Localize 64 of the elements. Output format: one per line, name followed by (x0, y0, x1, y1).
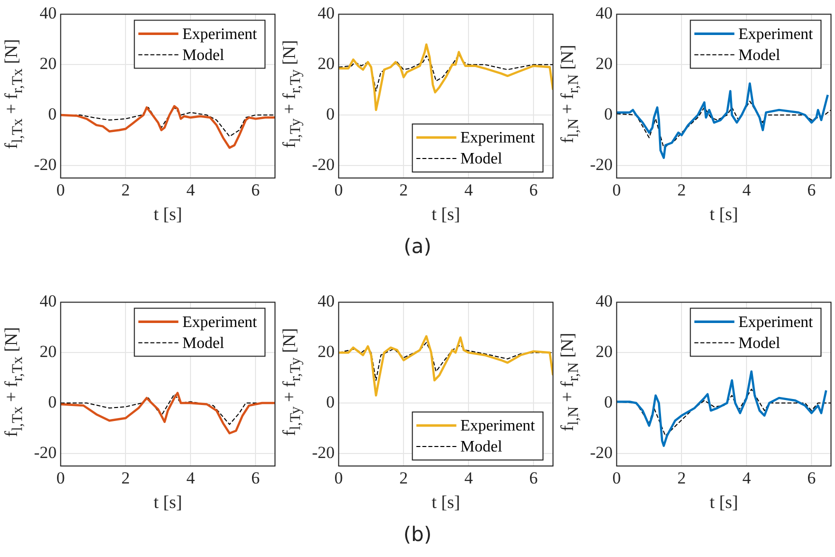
legend-label: Experiment (738, 26, 814, 43)
line-series (616, 100, 831, 148)
y-tick-label: 0 (48, 104, 57, 124)
y-tick-label: 40 (318, 4, 335, 23)
y-tick-label: 0 (326, 392, 335, 412)
x-tick-label: 6 (529, 180, 538, 200)
x-tick-label: 4 (742, 180, 752, 200)
x-tick-label: 2 (121, 180, 130, 200)
x-axis-title: t [s] (710, 492, 738, 512)
y-tick-label: 0 (604, 104, 613, 124)
y-tick-label: 0 (604, 392, 613, 412)
x-tick-label: 2 (677, 180, 686, 200)
x-tick-label: 2 (399, 180, 408, 200)
x-tick-label: 6 (807, 468, 816, 488)
legend-label: Experiment (460, 130, 536, 147)
legend-label: Experiment (738, 314, 814, 331)
x-tick-label: 2 (121, 468, 130, 488)
y-tick-label: 20 (40, 342, 57, 362)
legend-label: Experiment (460, 418, 536, 435)
y-tick-label: 40 (318, 292, 335, 311)
x-tick-label: 6 (807, 180, 816, 200)
y-tick-label: -20 (34, 154, 57, 174)
y-tick-label: 20 (318, 54, 335, 74)
y-tick-label: 40 (596, 4, 613, 23)
x-tick-label: 2 (399, 468, 408, 488)
legend-label: Model (182, 334, 225, 352)
y-tick-label: 20 (596, 54, 613, 74)
x-tick-label: 6 (529, 468, 538, 488)
legend-label: Model (460, 150, 503, 168)
x-axis-title: t [s] (154, 204, 182, 224)
legend-label: Model (182, 46, 225, 64)
y-tick-label: 40 (596, 292, 613, 311)
x-axis-title: t [s] (432, 492, 460, 512)
legend-label: Experiment (182, 26, 258, 43)
text: (a) (402, 234, 432, 258)
y-tick-label: -20 (590, 442, 613, 462)
y-tick-label: 40 (40, 4, 57, 23)
y-tick-label: 0 (326, 104, 335, 124)
y-tick-label: 20 (318, 342, 335, 362)
y-tick-label: -20 (312, 154, 335, 174)
legend-label: Model (738, 46, 781, 64)
x-axis-title: t [s] (154, 492, 182, 512)
legend-label: Model (738, 334, 781, 352)
y-tick-label: -20 (590, 154, 613, 174)
x-axis-title: t [s] (710, 204, 738, 224)
x-tick-label: 2 (677, 468, 686, 488)
y-tick-label: 20 (40, 54, 57, 74)
x-tick-label: 4 (464, 180, 474, 200)
y-tick-label: 40 (40, 292, 57, 311)
y-tick-label: 0 (48, 392, 57, 412)
x-axis-title: t [s] (432, 204, 460, 224)
x-tick-label: 4 (186, 468, 196, 488)
y-tick-label: 20 (596, 342, 613, 362)
legend-label: Model (460, 438, 503, 456)
x-tick-label: 6 (251, 180, 260, 200)
x-tick-label: 6 (251, 468, 260, 488)
x-tick-label: 4 (742, 468, 752, 488)
y-tick-label: -20 (312, 442, 335, 462)
y-tick-label: -20 (34, 442, 57, 462)
legend-label: Experiment (182, 314, 258, 331)
text: (b) (402, 522, 433, 546)
line-series (338, 54, 553, 92)
x-tick-label: 4 (186, 180, 196, 200)
x-tick-label: 4 (464, 468, 474, 488)
